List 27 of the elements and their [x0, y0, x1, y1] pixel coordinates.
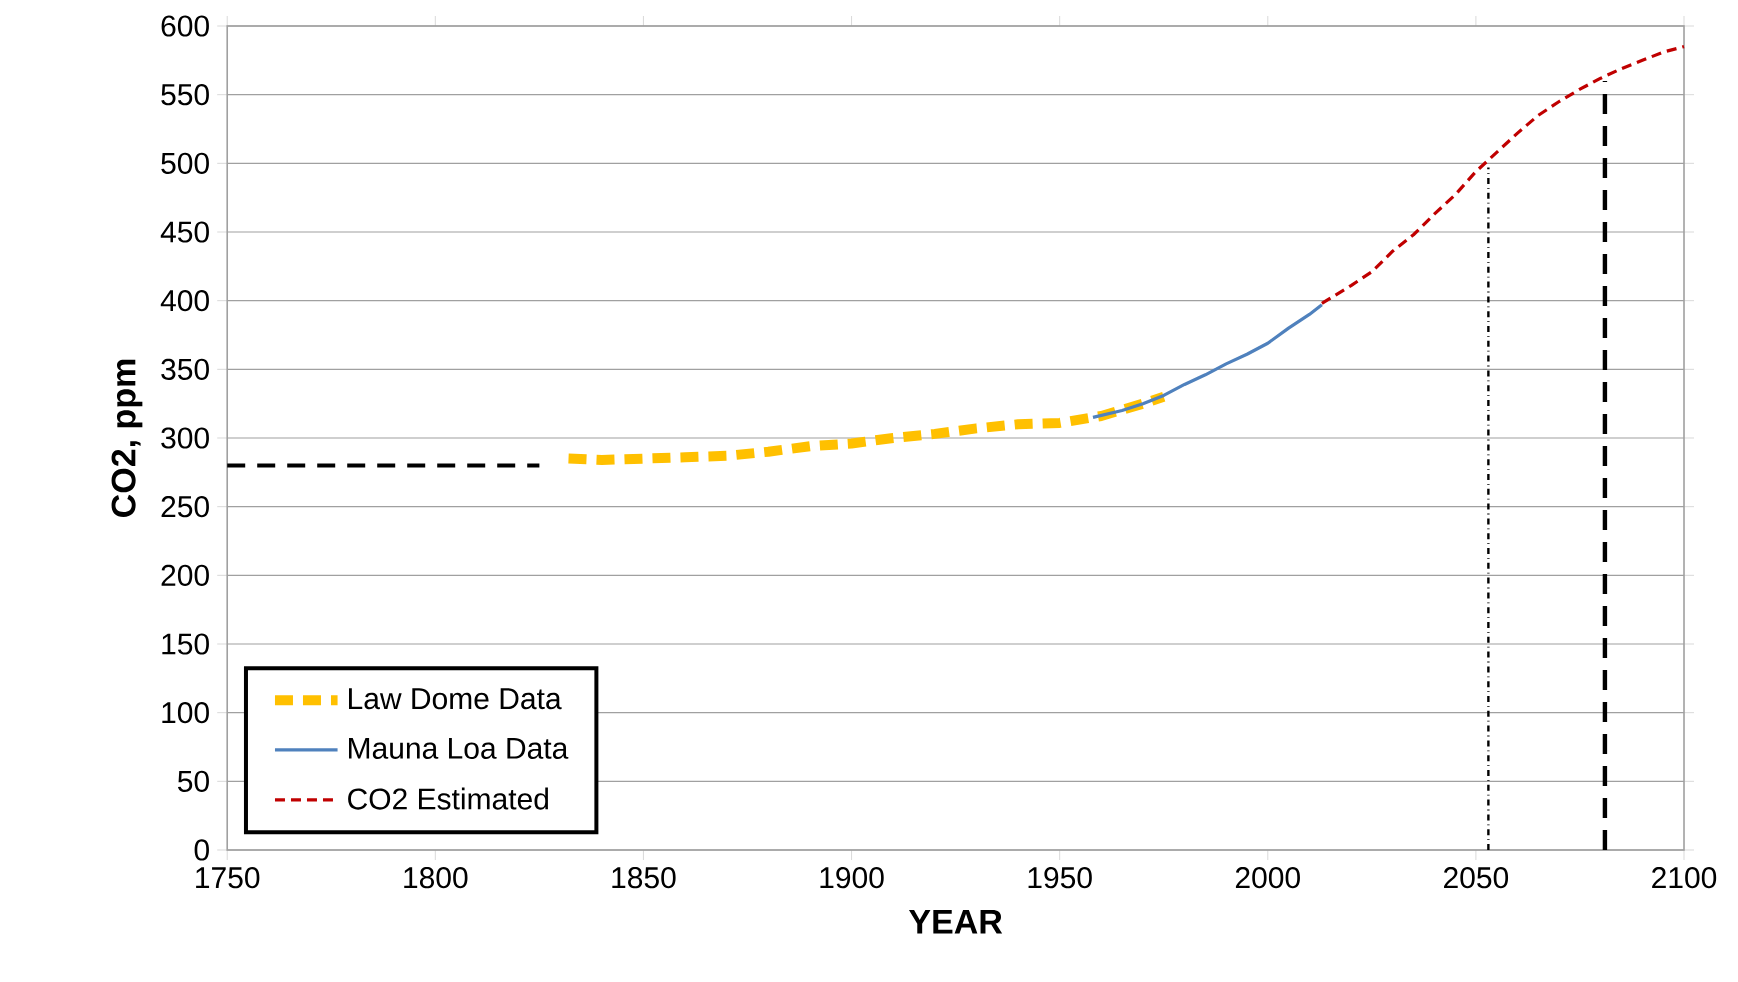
x-tick-label: 1950	[1028, 867, 1092, 889]
x-tick-label: 1900	[820, 867, 884, 889]
y-tick-label: 150	[162, 633, 209, 655]
legend-label: Law Dome Data	[349, 688, 562, 710]
legend-label: Mauna Loa Data	[349, 737, 569, 759]
y-axis-title: CO2, ppm	[111, 359, 143, 517]
y-tick-label: 350	[161, 358, 209, 380]
y-tick-label: 600	[161, 15, 209, 37]
y-tick-label: 550	[161, 84, 209, 106]
x-tick-label: 2050	[1444, 867, 1509, 889]
x-tick-label: 2000	[1235, 867, 1300, 889]
x-axis-title: YEAR	[908, 910, 1003, 934]
y-tick-label: 50	[177, 770, 209, 792]
y-tick-label: 500	[161, 152, 209, 174]
y-tick-label: 250	[161, 496, 209, 518]
line-series	[1091, 303, 1324, 419]
y-tick-label: 450	[160, 221, 209, 243]
x-tick-label: 2100	[1652, 867, 1717, 889]
y-tick-label: 0	[194, 839, 209, 861]
legend-label: CO2 Estimated	[348, 787, 548, 810]
y-tick-label: 100	[162, 702, 209, 724]
y-tick-label: 300	[161, 427, 209, 449]
x-tick-label: 1850	[612, 867, 676, 889]
y-tick-label: 400	[160, 290, 209, 312]
x-tick-label: 1750	[196, 867, 260, 889]
y-tick-label: 200	[161, 564, 209, 586]
x-tick-label: 1800	[404, 867, 468, 889]
